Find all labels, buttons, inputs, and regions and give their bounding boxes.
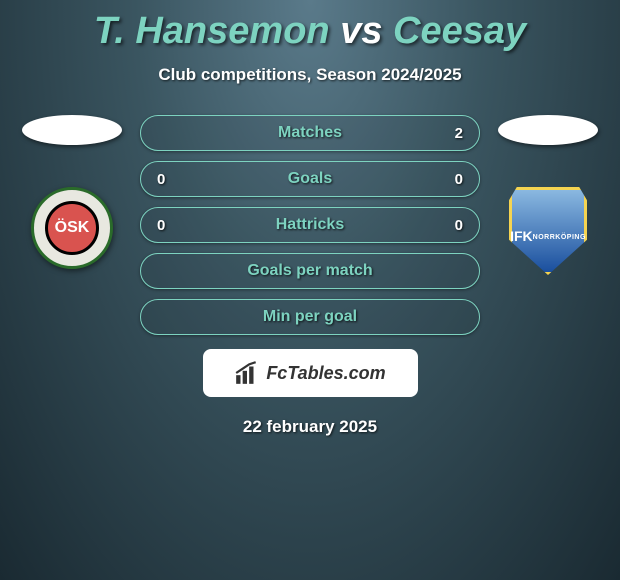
stat-right-value: 2 bbox=[433, 125, 463, 142]
left-side: ÖSK bbox=[22, 115, 122, 269]
stats-table: Matches 2 0 Goals 0 0 Hattricks 0 Goals … bbox=[140, 115, 480, 335]
stat-row-hattricks: 0 Hattricks 0 bbox=[140, 207, 480, 243]
player1-name: T. Hansemon bbox=[94, 10, 330, 52]
stat-left-value: 0 bbox=[157, 171, 187, 188]
comparison-title: T. Hansemon vs Ceesay bbox=[0, 0, 620, 53]
player1-silhouette bbox=[22, 115, 122, 145]
stat-row-matches: Matches 2 bbox=[140, 115, 480, 151]
stat-right-value: 0 bbox=[433, 217, 463, 234]
vs-text: vs bbox=[340, 10, 382, 52]
stat-label: Goals bbox=[187, 170, 433, 188]
player2-silhouette bbox=[498, 115, 598, 145]
stat-label: Matches bbox=[187, 124, 433, 142]
date-text: 22 february 2025 bbox=[0, 417, 620, 437]
stat-right-value: 0 bbox=[433, 171, 463, 188]
stat-row-mpg: Min per goal bbox=[140, 299, 480, 335]
stat-row-goals: 0 Goals 0 bbox=[140, 161, 480, 197]
stat-row-gpm: Goals per match bbox=[140, 253, 480, 289]
brand-badge: FcTables.com bbox=[203, 349, 418, 397]
chart-icon bbox=[234, 360, 260, 386]
brand-text: FcTables.com bbox=[266, 363, 385, 384]
stat-left-value: 0 bbox=[157, 217, 187, 234]
right-side: IFK NORRKÖPING bbox=[498, 115, 598, 275]
left-team-badge-inner: ÖSK bbox=[45, 201, 99, 255]
stat-label: Hattricks bbox=[187, 216, 433, 234]
comparison-content: ÖSK Matches 2 0 Goals 0 0 Hattricks 0 Go… bbox=[0, 115, 620, 335]
subtitle: Club competitions, Season 2024/2025 bbox=[0, 65, 620, 85]
left-team-badge: ÖSK bbox=[31, 187, 113, 269]
stat-label: Goals per match bbox=[187, 262, 433, 280]
right-team-badge: IFK NORRKÖPING bbox=[509, 187, 587, 275]
right-team-badge-top: IFK bbox=[510, 228, 533, 244]
right-team-badge-bottom: NORRKÖPING bbox=[533, 234, 586, 241]
player2-name: Ceesay bbox=[393, 10, 526, 52]
stat-label: Min per goal bbox=[187, 308, 433, 326]
